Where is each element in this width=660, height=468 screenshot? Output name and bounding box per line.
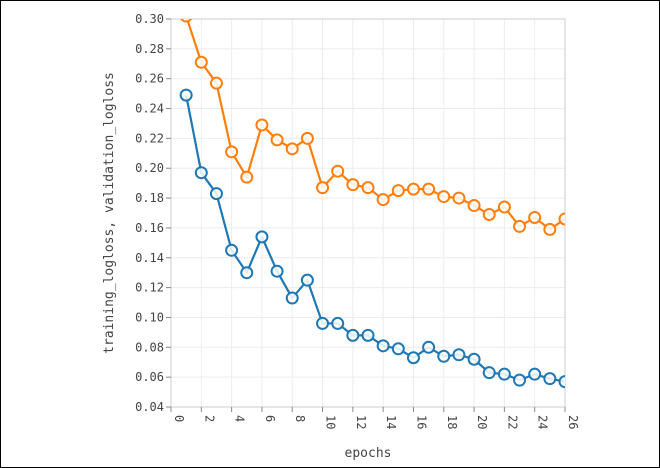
x-tick-label: 20 <box>475 415 489 429</box>
series-0-point <box>240 266 254 280</box>
axes: 0 2 4 6 8 10 12 14 16 18 20 22 24 26 0.040.060.080.10… <box>135 12 580 429</box>
x-tick-label: 2 <box>202 415 216 422</box>
series-0-point <box>209 187 223 201</box>
series-0-point <box>467 352 481 366</box>
series-0-point <box>558 375 565 389</box>
series-1-point <box>255 118 269 132</box>
series-1-point <box>406 182 420 196</box>
x-tick-label: 6 <box>263 415 277 422</box>
y-tick-label: 0.10 <box>135 310 164 324</box>
series-0-point <box>452 348 466 362</box>
series-0-point <box>270 264 284 278</box>
y-tick-label: 0.28 <box>135 42 164 56</box>
series-0 <box>179 88 565 389</box>
y-tick-label: 0.06 <box>135 370 164 384</box>
series-1-point <box>543 222 557 236</box>
series-1-point <box>346 178 360 192</box>
y-tick-label: 0.16 <box>135 221 164 235</box>
y-tick-label: 0.20 <box>135 161 164 175</box>
series-1-point <box>331 164 345 178</box>
series-0-point <box>225 243 239 257</box>
series-1-point <box>437 190 451 204</box>
y-tick-label: 0.22 <box>135 131 164 145</box>
series-0-point <box>376 339 390 353</box>
series-0-point <box>543 372 557 386</box>
y-axis-label: training_logloss, validation_logloss <box>102 72 117 354</box>
series-1-point <box>240 170 254 184</box>
series-0-point <box>422 340 436 354</box>
series-1-point <box>361 181 375 195</box>
series-0-point <box>361 328 375 342</box>
series-1-point <box>513 219 527 233</box>
series-1-point <box>225 145 239 159</box>
x-tick-label: 4 <box>233 415 247 422</box>
series-layer <box>179 19 565 389</box>
x-tick-label: 12 <box>354 415 368 429</box>
y-tick-label: 0.24 <box>135 102 164 116</box>
x-tick-label: 16 <box>414 415 428 429</box>
series-0-point <box>391 342 405 356</box>
series-0-point <box>194 166 208 180</box>
series-1-point <box>316 181 330 195</box>
series-0-point <box>497 367 511 381</box>
series-1-point <box>467 199 481 213</box>
x-tick-label: 26 <box>566 415 580 429</box>
y-tick-label: 0.04 <box>135 400 164 414</box>
series-0-point <box>300 273 314 287</box>
series-0-point <box>513 373 527 387</box>
x-tick-label: 18 <box>445 415 459 429</box>
series-0-point <box>406 351 420 365</box>
series-1 <box>180 19 565 236</box>
series-0-point <box>346 328 360 342</box>
series-1-point <box>558 212 565 226</box>
series-1-point <box>422 182 436 196</box>
series-0-point <box>331 316 345 330</box>
y-tick-label: 0.12 <box>135 281 164 295</box>
series-0-point <box>316 316 330 330</box>
series-1-point <box>194 55 208 69</box>
x-tick-label: 10 <box>324 415 338 429</box>
series-1-point <box>270 133 284 147</box>
x-tick-label: 0 <box>172 415 186 422</box>
y-tick-label: 0.18 <box>135 191 164 205</box>
x-tick-label: 22 <box>505 415 519 429</box>
series-1-point <box>452 191 466 205</box>
y-axis-ticks: 0.04 0.06 0.08 0.10 0.12 0.14 0.16 0.18 0.20 0.22… <box>135 12 171 414</box>
series-1-point <box>285 142 299 156</box>
series-0-point <box>285 291 299 305</box>
series-1-point <box>528 210 542 224</box>
x-tick-label: 14 <box>384 415 398 429</box>
series-line-1 <box>185 19 565 231</box>
series-0-point <box>482 366 496 380</box>
series-1-point <box>482 207 496 221</box>
y-tick-label: 0.08 <box>135 340 164 354</box>
series-1-point <box>209 76 223 90</box>
series-0-point <box>528 367 542 381</box>
series-0-point <box>255 230 269 244</box>
y-tick-label: 0.26 <box>135 72 164 86</box>
series-1-point <box>300 131 314 145</box>
x-tick-label: 24 <box>536 415 550 429</box>
x-tick-label: 8 <box>293 415 307 422</box>
series-0-point <box>437 349 451 363</box>
series-1-point <box>376 193 390 207</box>
x-axis-ticks: 0 2 4 6 8 10 12 14 16 18 20 22 24 26 <box>170 407 580 429</box>
y-tick-label: 0.30 <box>135 12 164 26</box>
x-axis-label: epochs <box>345 446 392 461</box>
series-0-point <box>179 88 193 102</box>
y-tick-label: 0.14 <box>135 251 164 265</box>
series-1-point <box>180 19 192 23</box>
series-1-point <box>497 200 511 214</box>
series-1-point <box>391 184 405 198</box>
